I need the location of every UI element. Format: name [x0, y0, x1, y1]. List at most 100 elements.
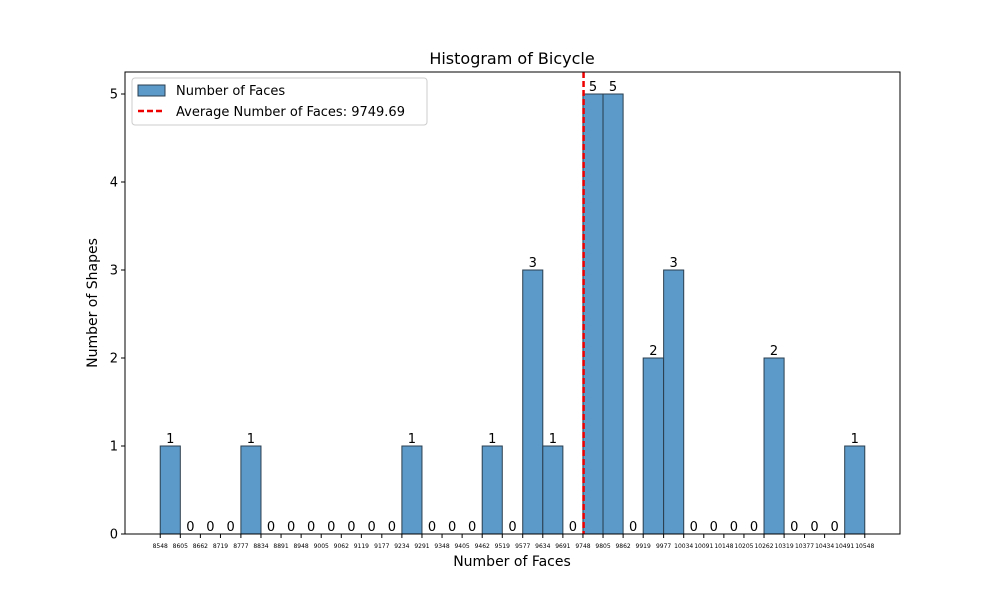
bar-value-label: 0 [347, 520, 355, 535]
x-tick-label: 9119 [354, 543, 369, 550]
bar-value-label: 3 [529, 256, 537, 271]
x-tick-label: 9977 [656, 543, 671, 550]
bar-value-label: 1 [488, 432, 496, 447]
bar-value-label: 0 [508, 520, 516, 535]
histogram-bar [481, 445, 503, 535]
bar-value-label: 0 [790, 520, 798, 535]
x-tick-label: 8719 [213, 543, 228, 550]
x-tick-label: 10034 [674, 543, 693, 550]
x-tick-label: 10491 [835, 543, 854, 550]
x-axis: 8548 8605 8662 8719 8777 8834 8891 8948 9005 9062… [153, 534, 874, 550]
bar-value-label: 0 [367, 520, 375, 535]
histogram-bar [522, 269, 544, 535]
bar-value-label: 0 [750, 520, 758, 535]
bar-value-label: 5 [589, 80, 597, 95]
bar-value-label: 1 [166, 432, 174, 447]
x-tick-label: 9005 [314, 543, 329, 550]
x-tick-label: 8834 [253, 543, 268, 550]
bar-value-label: 0 [307, 520, 315, 535]
x-tick-label: 9348 [434, 543, 449, 550]
y-tick-label: 4 [110, 176, 118, 191]
x-axis-label: Number of Faces [453, 554, 571, 570]
bar-value-label: 1 [247, 432, 255, 447]
legend-average-label: Average Number of Faces: 9749.69 [176, 105, 405, 120]
histogram-bar [159, 445, 181, 535]
chart-title: Histogram of Bicycle [429, 49, 594, 68]
x-tick-label: 9291 [414, 543, 429, 550]
x-tick-label: 10377 [795, 543, 814, 550]
bar-value-label: 0 [448, 520, 456, 535]
bar-value-label: 0 [569, 520, 577, 535]
x-tick-label: 8662 [193, 543, 208, 550]
bar-value-label: 0 [810, 520, 818, 535]
x-tick-label: 9862 [615, 543, 630, 550]
x-tick-label: 9577 [515, 543, 530, 550]
legend: Number of Faces Average Number of Faces:… [131, 77, 428, 126]
x-tick-label: 10434 [815, 543, 834, 550]
x-tick-label: 9634 [535, 543, 550, 550]
histogram-bar [663, 269, 685, 535]
x-tick-label: 9062 [334, 543, 349, 550]
y-axis-label: Number of Shapes [85, 238, 101, 368]
bar-value-label: 0 [629, 520, 637, 535]
legend-bar-swatch [137, 84, 166, 97]
bar-value-label: 0 [468, 520, 476, 535]
legend-bar-label: Number of Faces [176, 84, 285, 99]
y-tick-label: 3 [110, 264, 118, 279]
histogram-bar [602, 93, 624, 535]
x-tick-label: 8891 [273, 543, 288, 550]
bar-value-label: 5 [609, 80, 617, 95]
y-axis: 0 1 2 3 4 5 [110, 88, 125, 543]
x-tick-label: 8777 [233, 543, 248, 550]
x-tick-label: 9805 [595, 543, 610, 550]
bar-value-label: 2 [649, 344, 657, 359]
x-tick-label: 10548 [855, 543, 874, 550]
bar-value-label: 3 [670, 256, 678, 271]
x-tick-label: 9177 [374, 543, 389, 550]
bar-value-label: 0 [287, 520, 295, 535]
bar-value-label: 0 [831, 520, 839, 535]
bar-value-label: 0 [267, 520, 275, 535]
plot-frame [124, 71, 901, 535]
histogram-bar [763, 357, 785, 535]
x-tick-label: 10262 [754, 543, 773, 550]
x-tick-label: 9919 [636, 543, 651, 550]
x-tick-label: 9748 [575, 543, 590, 550]
bar-value-label: 0 [690, 520, 698, 535]
y-tick-label: 0 [110, 528, 118, 543]
bar-value-label: 2 [770, 344, 778, 359]
bar-value-label: 1 [851, 432, 859, 447]
y-tick-label: 2 [110, 352, 118, 367]
legend-box [131, 77, 428, 126]
histogram-bar [844, 445, 866, 535]
bar-value-label: 1 [549, 432, 557, 447]
bar-value-label: 0 [710, 520, 718, 535]
x-tick-label: 9691 [555, 543, 570, 550]
x-tick-label: 8605 [173, 543, 188, 550]
histogram-bar [401, 445, 423, 535]
bar-value-label: 0 [730, 520, 738, 535]
x-tick-label: 10205 [734, 543, 753, 550]
x-tick-label: 8948 [293, 543, 308, 550]
y-tick-label: 5 [110, 88, 118, 103]
bars-layer [159, 93, 866, 535]
histogram-bar [582, 93, 604, 535]
bar-value-label: 0 [327, 520, 335, 535]
x-tick-label: 10091 [694, 543, 713, 550]
bar-value-label: 0 [186, 520, 194, 535]
y-tick-label: 1 [110, 440, 118, 455]
bar-value-label: 0 [227, 520, 235, 535]
x-tick-label: 9519 [495, 543, 510, 550]
bar-value-label: 0 [388, 520, 396, 535]
x-tick-label: 10319 [775, 543, 794, 550]
x-tick-label: 10148 [714, 543, 733, 550]
x-tick-label: 9462 [475, 543, 490, 550]
bar-value-label: 0 [206, 520, 214, 535]
histogram-bar [240, 445, 262, 535]
x-tick-label: 9234 [394, 543, 409, 550]
x-tick-label: 8548 [153, 543, 168, 550]
histogram-bar [642, 357, 665, 535]
bar-value-label: 0 [428, 520, 436, 535]
